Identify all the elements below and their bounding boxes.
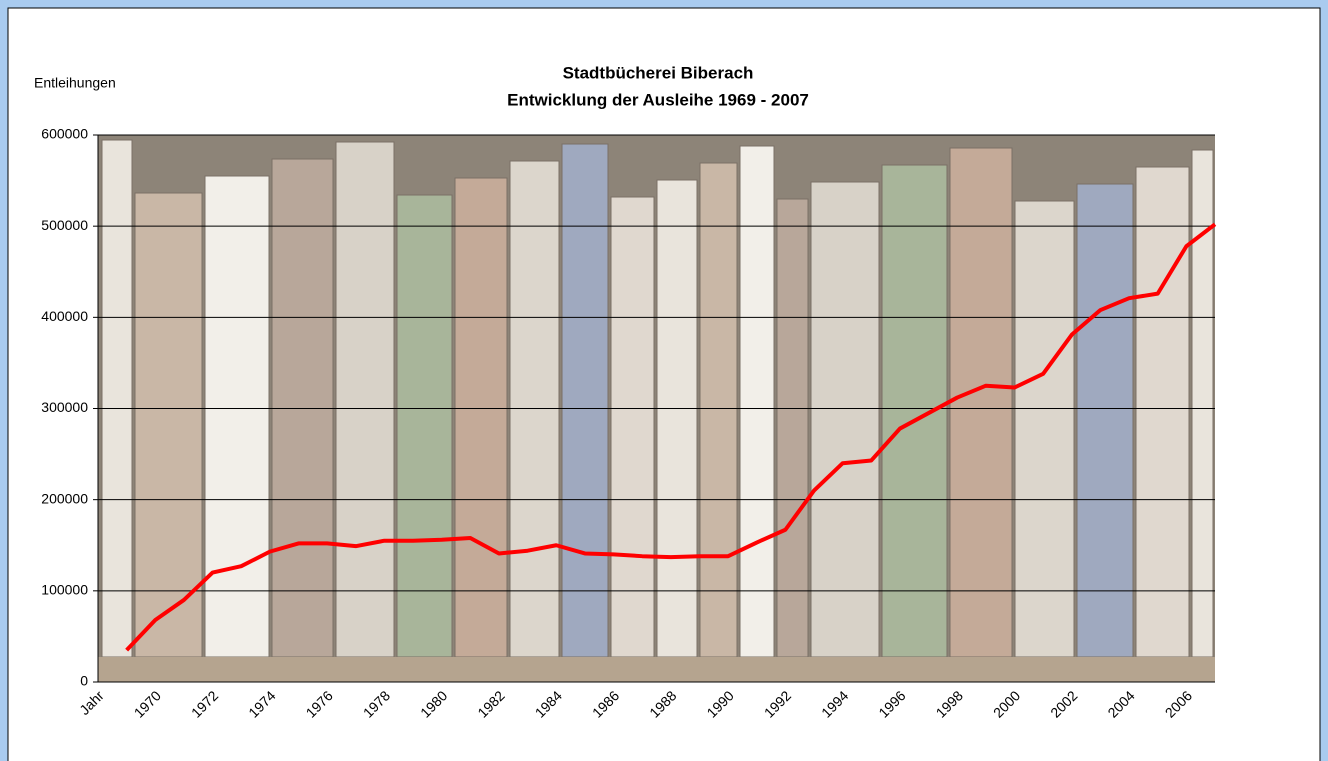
y-tick-label: 100000: [41, 582, 88, 598]
y-tick-label: 400000: [41, 308, 88, 324]
book: [777, 199, 808, 657]
book: [657, 180, 697, 657]
y-tick-label: 300000: [41, 399, 88, 415]
book: [562, 144, 608, 657]
book: [205, 176, 269, 657]
chart-title: Stadtbücherei Biberach: [563, 63, 754, 82]
book: [882, 165, 947, 657]
book: [397, 195, 452, 657]
page: {"chart_data": {"type": "line", "title":…: [0, 0, 1328, 761]
book: [1077, 184, 1133, 657]
book: [135, 193, 202, 657]
book: [336, 142, 394, 657]
book: [811, 182, 879, 657]
chart-subtitle: Entwicklung der Ausleihe 1969 - 2007: [507, 90, 809, 109]
book: [455, 178, 507, 657]
book: [740, 146, 774, 657]
book: [611, 197, 654, 657]
y-tick-label: 500000: [41, 217, 88, 233]
shelf-board: [98, 657, 1215, 682]
book: [1136, 167, 1189, 657]
book: [950, 148, 1012, 657]
y-tick-label: 0: [80, 673, 88, 689]
y-tick-label: 200000: [41, 490, 88, 506]
y-tick-label: 600000: [41, 126, 88, 142]
book: [700, 163, 737, 657]
book: [102, 140, 132, 657]
y-axis-title: Entleihungen: [34, 75, 116, 91]
book: [1015, 201, 1074, 657]
chart: Entleihungen Stadtbücherei Biberach Entw…: [0, 0, 1328, 761]
